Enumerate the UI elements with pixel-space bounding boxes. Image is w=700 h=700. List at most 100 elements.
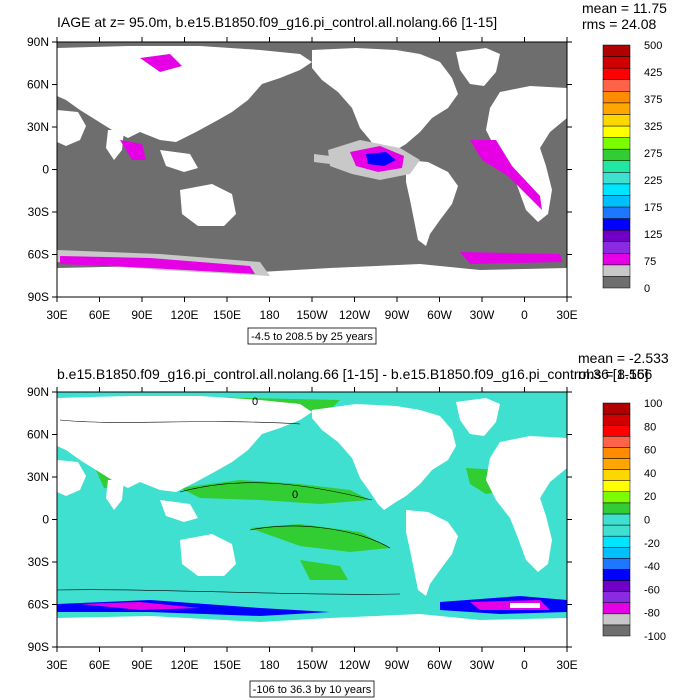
lon-tick-label: 120W — [339, 308, 371, 322]
colorbar-swatch — [602, 613, 631, 626]
colorbar-swatch — [602, 253, 631, 266]
top-rms-stat: rms = 24.08 — [582, 16, 657, 32]
lon-tick-label: 0 — [521, 308, 528, 322]
lat-tick-label: 60N — [27, 78, 49, 92]
bottom-contour-line — [56, 589, 401, 595]
lat-tick-label: 90S — [28, 640, 49, 654]
colorbar-swatch — [602, 195, 631, 208]
colorbar-swatch — [602, 67, 631, 80]
colorbar-swatch — [602, 160, 631, 173]
colorbar-swatch — [602, 546, 631, 559]
lon-tick-label: 120W — [339, 658, 371, 672]
colorbar-swatch — [602, 183, 631, 196]
colorbar-swatch — [602, 102, 631, 115]
colorbar-label: 500 — [644, 40, 662, 52]
lon-tick-label: 90E — [131, 658, 152, 672]
colorbar-swatch — [602, 535, 631, 548]
colorbar-label: 125 — [644, 229, 662, 241]
top-range-note: -4.5 to 208.5 by 25 years — [251, 331, 373, 343]
lon-tick-label: 120E — [170, 308, 198, 322]
bottom-contour-line — [179, 482, 373, 501]
lon-tick-label: 90W — [385, 308, 410, 322]
colorbar-label: 425 — [644, 67, 662, 79]
lat-tick-label: 60S — [28, 598, 49, 612]
colorbar-swatch — [602, 125, 631, 138]
bottom-contour-label: 0 — [292, 489, 298, 501]
bottom-patch-south-atlantic-white — [510, 603, 540, 608]
colorbar-label: 225 — [644, 175, 662, 187]
colorbar-swatch — [602, 591, 631, 603]
bottom-map-body: 0 0 — [56, 392, 567, 647]
top-land-africa-east — [57, 110, 86, 146]
colorbar-swatch — [602, 79, 631, 92]
bottom-land-africa-europe — [486, 436, 567, 572]
lon-tick-label: 180 — [259, 658, 279, 672]
top-land-eurasia — [57, 46, 312, 142]
colorbar-swatch — [602, 218, 631, 231]
bottom-patch-north-pacific-green — [180, 480, 370, 504]
colorbar-swatch — [602, 502, 631, 515]
colorbar-swatch — [602, 241, 631, 254]
bottom-contour-line — [249, 525, 391, 549]
top-land-north-america — [312, 48, 458, 158]
bottom-patch-southern-magenta — [80, 602, 200, 610]
colorbar-swatch — [602, 264, 631, 277]
colorbar-swatch — [602, 602, 631, 615]
bottom-land-india — [106, 480, 124, 510]
colorbar-label: 75 — [644, 256, 656, 268]
colorbar-swatch — [602, 172, 631, 185]
bottom-range-box — [249, 680, 375, 698]
lon-tick-label: 30E — [556, 308, 577, 322]
colorbar-swatch — [602, 137, 631, 150]
lon-tick-label: 60E — [89, 658, 110, 672]
bottom-contour-line — [59, 419, 301, 425]
colorbar-swatch — [602, 458, 631, 470]
lon-tick-label: 150E — [213, 658, 241, 672]
lat-tick-label: 90N — [27, 385, 49, 399]
lat-tick-label: 30N — [27, 470, 49, 484]
colorbar-swatch — [602, 480, 631, 493]
colorbar-label: -60 — [644, 584, 660, 596]
colorbar-label: 275 — [644, 148, 662, 160]
lat-tick-label: 30S — [28, 205, 49, 219]
lat-tick-label: 0 — [42, 163, 49, 177]
top-patch-atlantic-magenta — [470, 140, 542, 210]
top-map-body — [57, 42, 567, 297]
colorbar-label: 40 — [644, 468, 656, 480]
lon-tick-label: 30W — [470, 658, 495, 672]
top-land-se-asia — [160, 150, 198, 172]
bottom-patch-tropical-pacific-green — [250, 524, 390, 552]
bottom-map-title: b.e15.B1850.f09_g16.pi_control.all.nolan… — [57, 366, 649, 382]
colorbar-label: 175 — [644, 202, 662, 214]
colorbar-swatch — [602, 114, 631, 127]
lon-tick-label: 0 — [521, 658, 528, 672]
colorbar-label: 100 — [644, 398, 662, 410]
colorbar-label: -80 — [644, 608, 660, 620]
colorbar-swatch — [602, 91, 631, 104]
colorbar-label: 60 — [644, 445, 656, 457]
bottom-rms-stat: rms = 8.566 — [578, 366, 653, 382]
lat-tick-label: 60N — [27, 428, 49, 442]
bottom-patch-south-pacific-green — [300, 560, 348, 580]
colorbar-swatch — [602, 424, 631, 437]
top-map-panel: IAGE at z= 95.0m, b.e15.B1850.f09_g16.pi… — [27, 0, 667, 345]
top-patch-eq-pacific-blue — [366, 152, 396, 166]
lat-tick-label: 90S — [28, 290, 49, 304]
colorbar-swatch — [602, 524, 631, 537]
lat-tick-label: 30S — [28, 555, 49, 569]
colorbar-label: 0 — [644, 515, 650, 527]
top-mean-stat: mean = 11.75 — [582, 0, 667, 16]
colorbar-label: 80 — [644, 421, 656, 433]
lon-tick-label: 150W — [296, 308, 328, 322]
top-land-greenland — [456, 48, 500, 86]
top-map-title: IAGE at z= 95.0m, b.e15.B1850.f09_g16.pi… — [57, 14, 497, 30]
top-land-south-america — [406, 160, 458, 246]
lon-tick-label: 60E — [89, 308, 110, 322]
lat-tick-label: 90N — [27, 35, 49, 49]
lon-tick-label: 90E — [131, 308, 152, 322]
lon-tick-label: 30E — [46, 658, 67, 672]
colorbar-label: -20 — [644, 538, 660, 550]
colorbar-swatch — [602, 469, 631, 481]
lon-tick-label: 120E — [170, 658, 198, 672]
top-lon-axis: 30E 60E 90E 120E 150E 180 150W 120W 90W 60W 30W 0 30… — [46, 37, 578, 322]
